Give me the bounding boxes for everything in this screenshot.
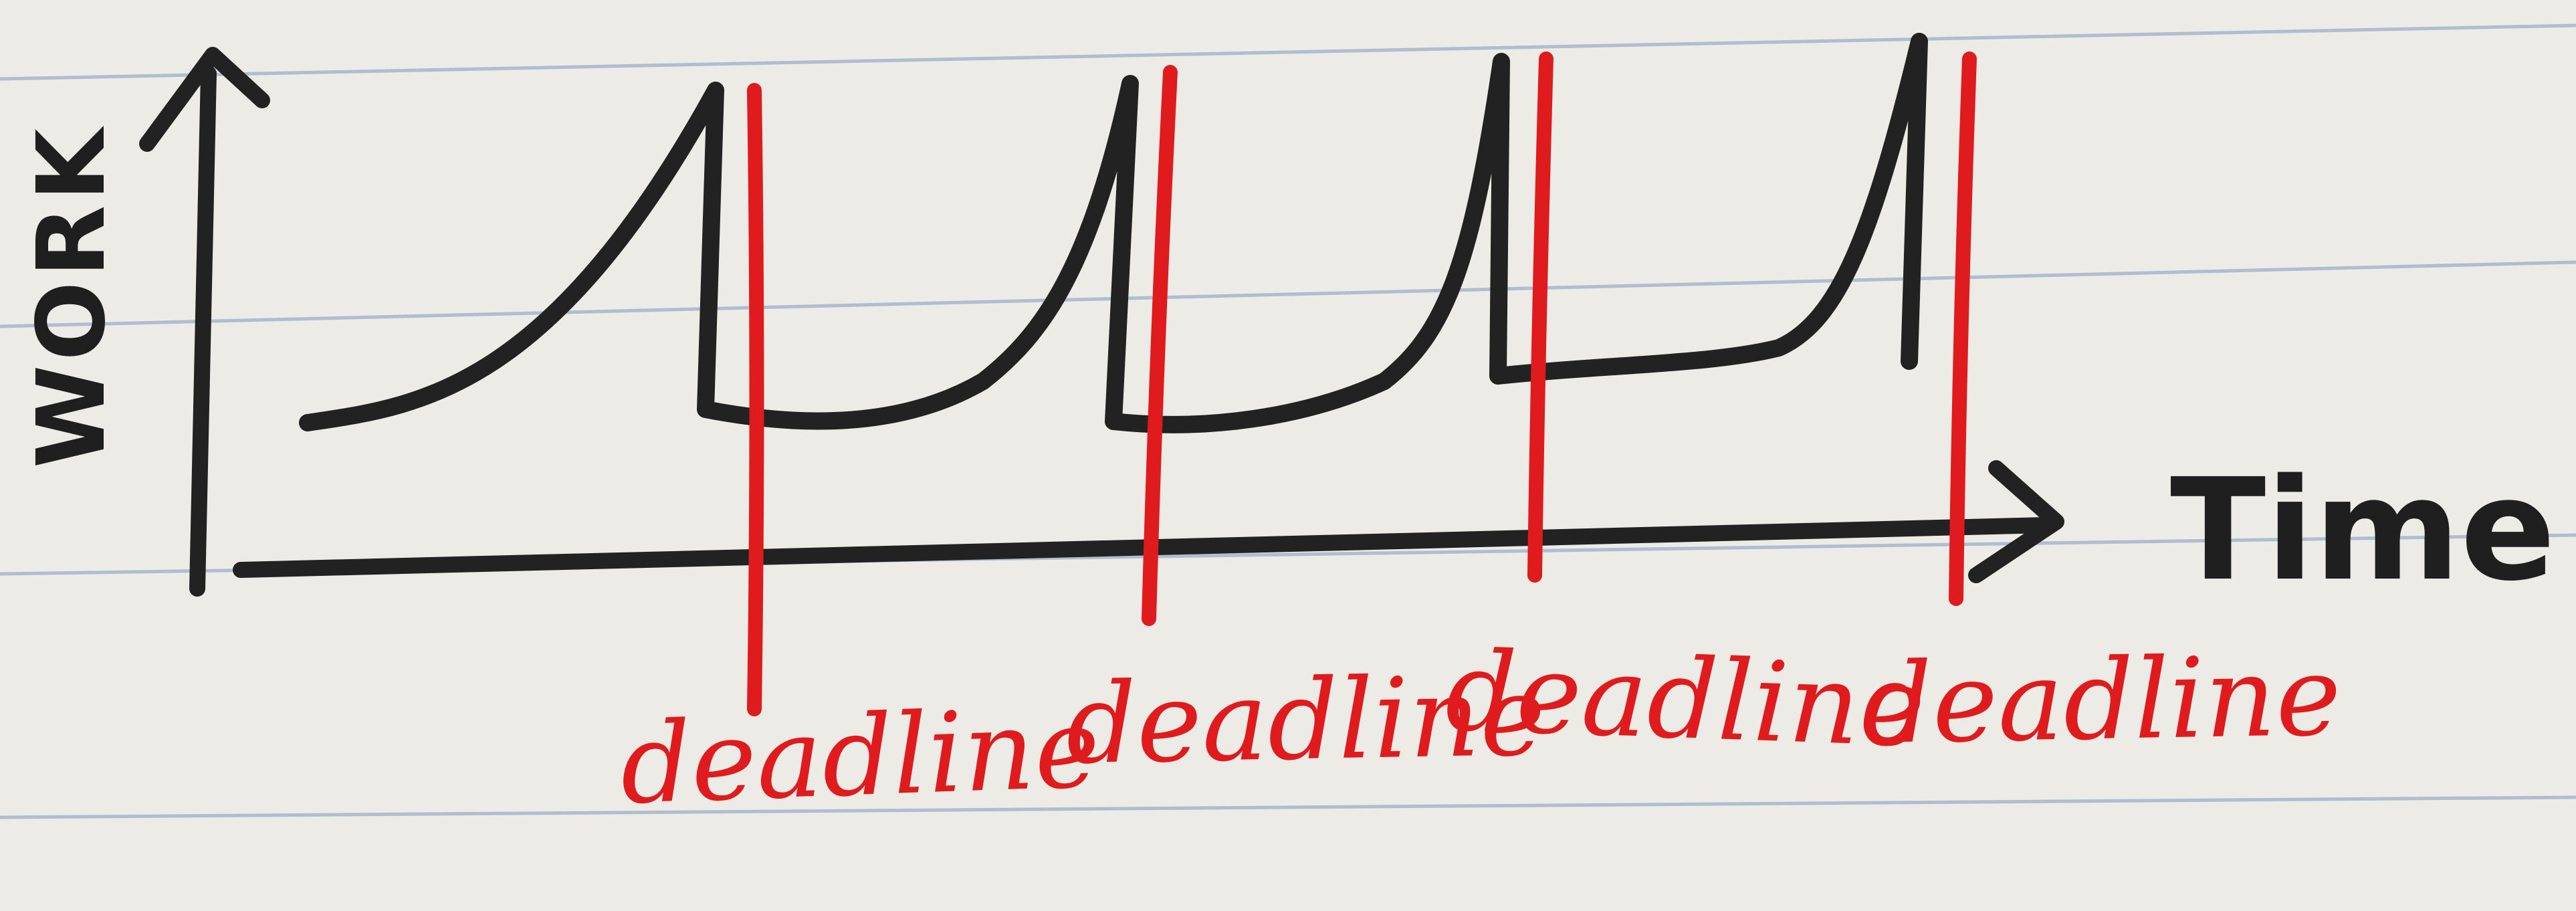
deadline-lines: [747, 52, 1977, 716]
y-axis-label: WORK: [17, 124, 126, 468]
deadline-labels: deadline deadline deadline deadline: [619, 627, 2343, 829]
deadline-label: deadline: [1860, 632, 2342, 769]
work-curve: [299, 33, 1928, 433]
ruled-line: [0, 795, 2576, 819]
deadline-line: [1142, 65, 1178, 626]
deadline-label: deadline: [619, 684, 1102, 829]
ruled-line: [0, 260, 2576, 328]
y-axis-arrowhead: [139, 47, 270, 152]
deadline-label: deadline: [1065, 652, 1546, 789]
deadline-label: deadline: [1444, 627, 1927, 772]
deadline-line: [1527, 52, 1553, 583]
x-axis-label: Time: [2170, 448, 2555, 612]
x-axis-line: [233, 517, 2054, 578]
y-axis: [139, 47, 270, 597]
x-axis-arrowhead: [1968, 460, 2064, 583]
ruled-line: [0, 23, 2576, 81]
deadline-line: [1949, 52, 1977, 606]
y-axis-line: [189, 66, 217, 597]
x-axis: [233, 460, 2064, 583]
deadline-line: [747, 83, 764, 716]
